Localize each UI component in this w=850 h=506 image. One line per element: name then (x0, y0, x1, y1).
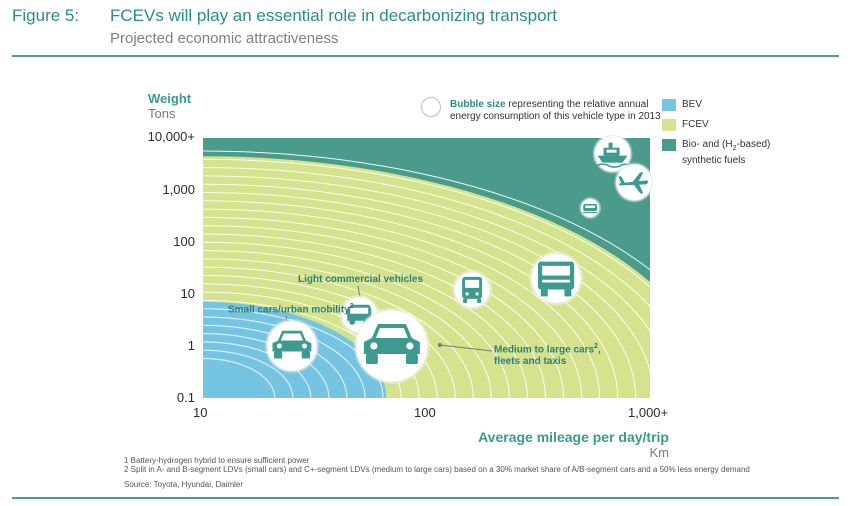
legend-label-bev: BEV (682, 99, 703, 110)
car-icon (272, 330, 312, 359)
legend-swatch-fcev (662, 119, 676, 131)
x-tick-label: 10 (193, 405, 208, 420)
annotation-small-cars-text: Small cars/urban mobility (228, 304, 350, 316)
legend-label-bio-line2: synthetic fuels (682, 155, 746, 166)
bubble-size-description: representing the relative annual energy … (450, 99, 661, 122)
header-divider (12, 55, 839, 57)
figure-subtitle: Projected economic attractiveness (110, 30, 339, 47)
bubble-size-note: Bubble size representing the relative an… (450, 99, 662, 123)
iso-curve (203, 316, 366, 398)
bubble-size-key-label: Bubble size (450, 99, 506, 110)
footnote-2: 2 Split in A- and B-segment LDVs (small … (124, 465, 750, 474)
legend-label-bio-sub: 2 (732, 145, 737, 152)
legend-label-bio-tail: -based) (736, 139, 771, 150)
bubble-train (579, 197, 602, 220)
annotation-medium-large-text: Medium to large cars (494, 344, 595, 356)
iso-curve (203, 250, 510, 398)
plane-icon (618, 172, 649, 194)
bubble-plane (614, 162, 655, 203)
annotation-small-cars: Small cars/urban mobility2 (228, 303, 354, 315)
figure-title: FCEVs will play an essential role in dec… (110, 6, 557, 25)
legend-label-bio-text: Bio- and (H (682, 139, 733, 150)
vehicle-bubbles (264, 133, 655, 384)
bubble-ship (592, 133, 633, 174)
iso-curve (203, 266, 474, 398)
iso-curve (203, 200, 619, 398)
iso-curve (203, 150, 650, 271)
y-tick-label: 0.1 (176, 390, 195, 405)
iso-curve (203, 357, 276, 398)
annotation-medium-large: Medium to large cars2, fleets and taxis (494, 341, 601, 368)
iso-curve (203, 208, 601, 398)
truck-footnote-marker: 1 (548, 267, 553, 276)
iso-curve (203, 258, 492, 398)
bus-icon (462, 276, 483, 303)
bubble-car (353, 308, 430, 384)
truck-icon (538, 261, 575, 297)
annotation-medium-large-tail: , (597, 344, 601, 356)
iso-curve (203, 167, 650, 308)
x-axis-unit: Km (649, 445, 670, 460)
footnote-1: 1 Battery-hydrogen hybrid to ensure suff… (124, 456, 310, 465)
iso-curve (203, 192, 637, 398)
footer-divider (12, 497, 839, 499)
x-tick-label: 100 (414, 405, 436, 420)
legend-label-fcev: FCEV (682, 119, 709, 130)
car-icon (363, 324, 420, 364)
legend-swatch-bio (662, 139, 676, 151)
annotation-medium-large-sup: 2 (594, 343, 598, 350)
y-axis-title: Weight (148, 91, 192, 106)
iso-curve (203, 233, 546, 398)
y-tick-label: 10,000+ (147, 129, 195, 144)
x-axis-title: Average mileage per day/trip (478, 429, 669, 445)
annotation-leader-dot (437, 343, 442, 347)
bubble-truck (529, 251, 584, 306)
bubble-bus (452, 269, 493, 310)
annotation-medium-large-line2: fleets and taxis (494, 356, 567, 368)
figure-label: Figure 5: (12, 6, 80, 25)
iso-curve (203, 225, 564, 398)
y-tick-label: 10 (180, 286, 195, 301)
annotation-small-cars-sup: 2 (349, 303, 354, 310)
iso-curve (203, 158, 650, 288)
iso-curve (203, 349, 294, 398)
bubble-size-key (421, 97, 441, 117)
iso-curve (203, 241, 528, 398)
iso-curve (203, 183, 650, 373)
y-tick-label: 100 (173, 234, 195, 249)
iso-curve (203, 175, 650, 333)
legend-label-bio: Bio- and (H2-based) synthetic fuels (682, 139, 770, 167)
y-tick-label: 1 (187, 338, 195, 353)
annotation-lcv: Light commercial vehicles (298, 274, 424, 285)
bubble-car (264, 319, 319, 373)
y-axis-unit: Tons (148, 106, 176, 121)
y-tick-label: 1,000 (162, 182, 195, 197)
legend-swatch-bev (662, 99, 676, 111)
footnote-source: Source: Toyota, Hyundai, Daimler (124, 480, 244, 489)
x-tick-label: 1,000+ (628, 405, 669, 420)
ship-icon (596, 142, 630, 168)
iso-curve (203, 216, 583, 398)
annotation-leader (439, 344, 493, 352)
train-icon (583, 204, 598, 214)
